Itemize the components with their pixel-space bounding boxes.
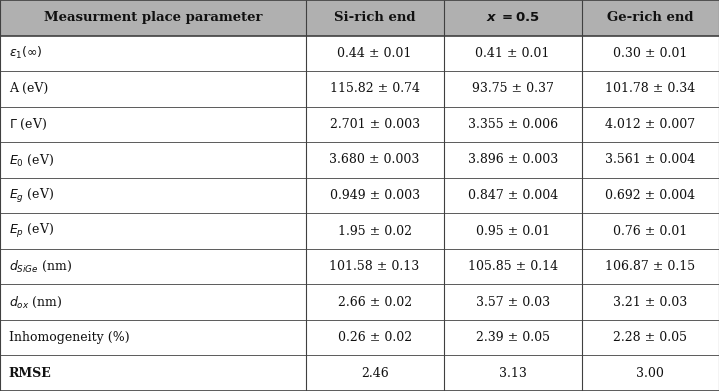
Bar [0,355,306,391]
Bar [306,284,444,320]
Text: 2.66 ± 0.02: 2.66 ± 0.02 [337,296,412,308]
Text: 0.41 ± 0.01: 0.41 ± 0.01 [475,47,550,60]
Bar [582,107,719,142]
Text: $E_g$ (eV): $E_g$ (eV) [9,187,54,204]
Text: 3.561 ± 0.004: 3.561 ± 0.004 [605,153,695,167]
Text: $\Gamma$ (eV): $\Gamma$ (eV) [9,117,47,132]
Bar [582,355,719,391]
Text: 3.896 ± 0.003: 3.896 ± 0.003 [467,153,558,167]
Text: 106.87 ± 0.15: 106.87 ± 0.15 [605,260,695,273]
Bar [0,142,306,178]
Bar [582,320,719,355]
Bar [0,71,306,107]
Bar [444,249,582,284]
Text: 3.13: 3.13 [499,367,526,380]
Text: 0.26 ± 0.02: 0.26 ± 0.02 [337,331,412,344]
Bar [306,249,444,284]
Text: $E_p$ (eV): $E_p$ (eV) [9,222,54,240]
Text: 105.85 ± 0.14: 105.85 ± 0.14 [467,260,558,273]
Text: 2.701 ± 0.003: 2.701 ± 0.003 [329,118,420,131]
Bar [0,107,306,142]
Bar [444,107,582,142]
Bar [0,320,306,355]
Bar [306,0,444,36]
Bar [582,142,719,178]
Bar [582,213,719,249]
Bar [306,71,444,107]
Text: 0.95 ± 0.01: 0.95 ± 0.01 [475,224,550,238]
Bar [444,142,582,178]
Text: 93.75 ± 0.37: 93.75 ± 0.37 [472,83,554,95]
Text: 115.82 ± 0.74: 115.82 ± 0.74 [329,83,420,95]
Text: Si-rich end: Si-rich end [334,11,416,24]
Bar [582,36,719,71]
Text: $d_{SiGe}$ (nm): $d_{SiGe}$ (nm) [9,259,72,274]
Text: 2.39 ± 0.05: 2.39 ± 0.05 [476,331,549,344]
Text: 0.692 ± 0.004: 0.692 ± 0.004 [605,189,695,202]
Bar [444,36,582,71]
Bar [306,213,444,249]
Text: 0.76 ± 0.01: 0.76 ± 0.01 [613,224,687,238]
Text: $E_0$ (eV): $E_0$ (eV) [9,152,54,168]
Bar [444,355,582,391]
Text: 3.680 ± 0.003: 3.680 ± 0.003 [329,153,420,167]
Bar [0,284,306,320]
Bar [306,107,444,142]
Bar [444,0,582,36]
Bar [444,71,582,107]
Text: 1.95 ± 0.02: 1.95 ± 0.02 [338,224,411,238]
Text: $\boldsymbol{x}$ $\mathbf{= 0.5}$: $\boldsymbol{x}$ $\mathbf{= 0.5}$ [485,11,540,24]
Text: 3.355 ± 0.006: 3.355 ± 0.006 [467,118,558,131]
Text: 3.57 ± 0.03: 3.57 ± 0.03 [475,296,550,308]
Text: 3.21 ± 0.03: 3.21 ± 0.03 [613,296,687,308]
Bar [0,0,306,36]
Text: 2.28 ± 0.05: 2.28 ± 0.05 [613,331,687,344]
Text: 0.44 ± 0.01: 0.44 ± 0.01 [337,47,412,60]
Bar [582,249,719,284]
Bar [444,178,582,213]
Text: Measurment place parameter: Measurment place parameter [44,11,262,24]
Text: $d_{ox}$ (nm): $d_{ox}$ (nm) [9,294,62,310]
Bar [306,320,444,355]
Text: Inhomogeneity (%): Inhomogeneity (%) [9,331,129,344]
Bar [0,213,306,249]
Bar [444,284,582,320]
Text: $\varepsilon_1(\infty)$: $\varepsilon_1(\infty)$ [9,45,42,61]
Text: 4.012 ± 0.007: 4.012 ± 0.007 [605,118,695,131]
Bar [306,178,444,213]
Bar [444,320,582,355]
Bar [306,36,444,71]
Text: 101.78 ± 0.34: 101.78 ± 0.34 [605,83,695,95]
Text: 0.949 ± 0.003: 0.949 ± 0.003 [329,189,420,202]
Bar [0,249,306,284]
Bar [582,71,719,107]
Bar [582,284,719,320]
Bar [582,0,719,36]
Bar [582,178,719,213]
Text: 3.00: 3.00 [636,367,664,380]
Text: 0.30 ± 0.01: 0.30 ± 0.01 [613,47,687,60]
Text: 2.46: 2.46 [361,367,388,380]
Bar [0,178,306,213]
Text: A (eV): A (eV) [9,83,48,95]
Text: RMSE: RMSE [9,367,51,380]
Bar [444,213,582,249]
Bar [306,355,444,391]
Text: 0.847 ± 0.004: 0.847 ± 0.004 [467,189,558,202]
Text: 101.58 ± 0.13: 101.58 ± 0.13 [329,260,420,273]
Text: Ge-rich end: Ge-rich end [607,11,694,24]
Bar [0,36,306,71]
Bar [306,142,444,178]
